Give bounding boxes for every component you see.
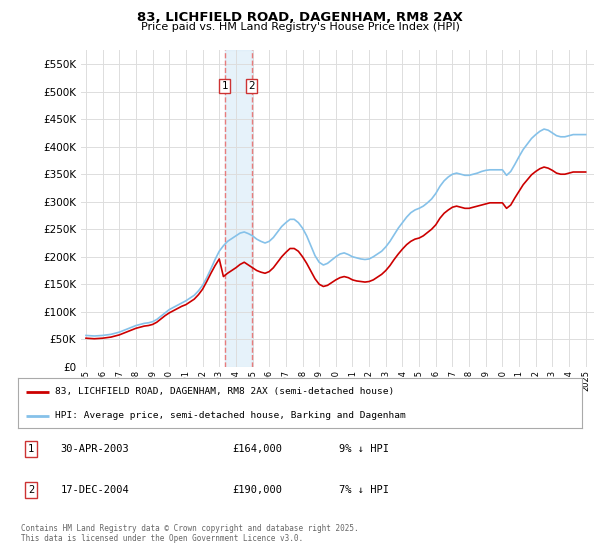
Text: Price paid vs. HM Land Registry's House Price Index (HPI): Price paid vs. HM Land Registry's House … bbox=[140, 22, 460, 32]
Text: 17-DEC-2004: 17-DEC-2004 bbox=[60, 486, 129, 496]
Text: 1: 1 bbox=[28, 444, 34, 454]
Text: Contains HM Land Registry data © Crown copyright and database right 2025.
This d: Contains HM Land Registry data © Crown c… bbox=[21, 524, 359, 543]
Text: £190,000: £190,000 bbox=[232, 486, 283, 496]
Text: 83, LICHFIELD ROAD, DAGENHAM, RM8 2AX: 83, LICHFIELD ROAD, DAGENHAM, RM8 2AX bbox=[137, 11, 463, 24]
Text: 9% ↓ HPI: 9% ↓ HPI bbox=[340, 444, 389, 454]
Text: £164,000: £164,000 bbox=[232, 444, 283, 454]
Text: 2: 2 bbox=[28, 486, 34, 496]
Text: 2: 2 bbox=[248, 81, 255, 91]
Text: 7% ↓ HPI: 7% ↓ HPI bbox=[340, 486, 389, 496]
Text: HPI: Average price, semi-detached house, Barking and Dagenham: HPI: Average price, semi-detached house,… bbox=[55, 411, 406, 421]
Bar bbox=[225, 50, 252, 367]
Text: 1: 1 bbox=[221, 81, 228, 91]
Text: 30-APR-2003: 30-APR-2003 bbox=[60, 444, 129, 454]
Text: 83, LICHFIELD ROAD, DAGENHAM, RM8 2AX (semi-detached house): 83, LICHFIELD ROAD, DAGENHAM, RM8 2AX (s… bbox=[55, 387, 394, 396]
